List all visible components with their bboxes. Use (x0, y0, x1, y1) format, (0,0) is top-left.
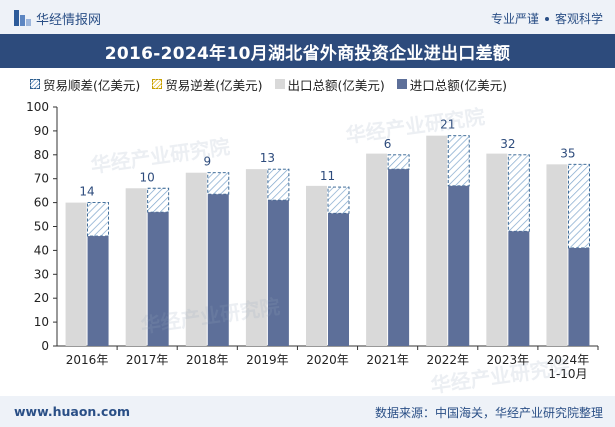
y-tick-label: 10 (34, 315, 49, 329)
surplus-segment (327, 186, 350, 214)
import-bar (568, 248, 590, 346)
export-bar (125, 188, 147, 346)
surplus-data-label: 10 (140, 170, 155, 184)
y-tick-label: 30 (34, 267, 49, 281)
legend-item-import[interactable]: 进口总额(亿美元) (396, 75, 508, 94)
y-tick-label: 0 (41, 339, 49, 353)
surplus-data-label: 13 (260, 151, 275, 165)
y-tick-label: 40 (34, 243, 49, 257)
x-tick-label: 2023年 (487, 353, 530, 367)
y-tick-label: 100 (26, 100, 49, 114)
import-bar (328, 213, 349, 346)
x-tick-label: 2019年 (246, 353, 289, 367)
y-tick-label: 60 (34, 196, 49, 210)
surplus-data-label: 9 (203, 155, 211, 169)
bar-chart: 0 10 20 30 40 50 60 70 80 90 100 14 2016年 10 2017年 9 201… (26, 100, 599, 381)
legend-swatch-deficit (152, 79, 163, 89)
export-bar (65, 202, 87, 346)
title-bar: 2016-2024年10月湖北省外商投资企业进出口差额 (0, 34, 615, 68)
export-bar (245, 169, 267, 346)
surplus-data-label: 14 (79, 185, 94, 199)
legend-label-import: 进口总额(亿美元) (409, 77, 508, 93)
top-bar: 华经情报网 专业严谨 客观科学 (0, 0, 615, 34)
surplus-segment (87, 202, 110, 237)
surplus-segment (207, 172, 230, 195)
surplus-segment (147, 187, 170, 213)
import-bar (207, 194, 229, 346)
x-tick-label: 2017年 (126, 353, 169, 367)
x-tick-label: 2022年 (426, 353, 469, 367)
tag-objective: 客观科学 (554, 12, 603, 26)
surplus-segment (267, 168, 290, 201)
chart-title: 2016-2024年10月湖北省外商投资企业进出口差额 (104, 43, 511, 64)
brand-logo-icon (14, 10, 31, 26)
legend-label-export: 出口总额(亿美元) (287, 77, 385, 93)
import-bar (508, 231, 530, 346)
surplus-data-label: 11 (320, 169, 335, 183)
y-tick-label: 80 (34, 148, 49, 162)
export-bar (486, 153, 508, 346)
footer-site-link[interactable]: www.huaon.com (14, 404, 131, 419)
footer-source: 数据来源：中国海关，华经产业研究院整理 (374, 406, 603, 420)
x-tick-label: 2021年 (366, 353, 409, 367)
chart-legend: 贸易顺差(亿美元) 贸易逆差(亿美元) 出口总额(亿美元) 进口总额(亿美元) (30, 75, 590, 94)
legend-item-surplus[interactable]: 贸易顺差(亿美元) (30, 75, 140, 94)
legend-item-deficit[interactable]: 贸易逆差(亿美元) (152, 75, 263, 94)
x-tick-label: 2018年 (186, 353, 229, 367)
surplus-data-label: 32 (500, 137, 515, 151)
y-tick-label: 90 (34, 124, 49, 138)
brand[interactable]: 华经情报网 (14, 9, 102, 28)
surplus-data-label: 6 (384, 137, 392, 151)
legend-label-deficit: 贸易逆差(亿美元) (165, 77, 263, 93)
export-bar (426, 135, 448, 346)
legend-swatch-surplus (30, 79, 40, 89)
separator-dot-icon (544, 16, 549, 21)
import-bar (448, 185, 470, 346)
tag-professional: 专业严谨 (490, 12, 539, 26)
brand-name: 华经情报网 (36, 12, 102, 28)
surplus-segment (507, 154, 530, 232)
legend-swatch-export (274, 79, 285, 89)
import-bar (388, 169, 410, 346)
import-bar (267, 200, 289, 346)
x-tick-label: 2024年 (547, 353, 590, 367)
y-tick-label: 50 (34, 220, 49, 234)
surplus-segment (387, 154, 410, 170)
export-bar (366, 153, 388, 346)
x-tick-label: 1-10月 (548, 367, 587, 381)
surplus-data-label: 21 (440, 118, 455, 132)
surplus-data-label: 35 (560, 146, 575, 160)
surplus-segment (567, 163, 590, 249)
legend-swatch-import (396, 79, 407, 89)
surplus-segment (447, 135, 470, 187)
header-tags: 专业严谨 客观科学 (491, 10, 603, 27)
export-bar (185, 172, 207, 346)
legend-item-export[interactable]: 出口总额(亿美元) (274, 75, 385, 94)
import-bar (87, 236, 109, 346)
y-tick-label: 70 (34, 172, 49, 186)
x-tick-label: 2020年 (306, 353, 349, 367)
x-tick-label: 2016年 (66, 353, 109, 367)
y-tick-label: 20 (34, 291, 49, 305)
footer: www.huaon.com 数据来源：中国海关，华经产业研究院整理 (0, 396, 615, 427)
export-bar (306, 185, 327, 346)
export-bar (546, 164, 568, 346)
legend-label-surplus: 贸易顺差(亿美元) (43, 77, 141, 93)
import-bar (147, 212, 169, 346)
